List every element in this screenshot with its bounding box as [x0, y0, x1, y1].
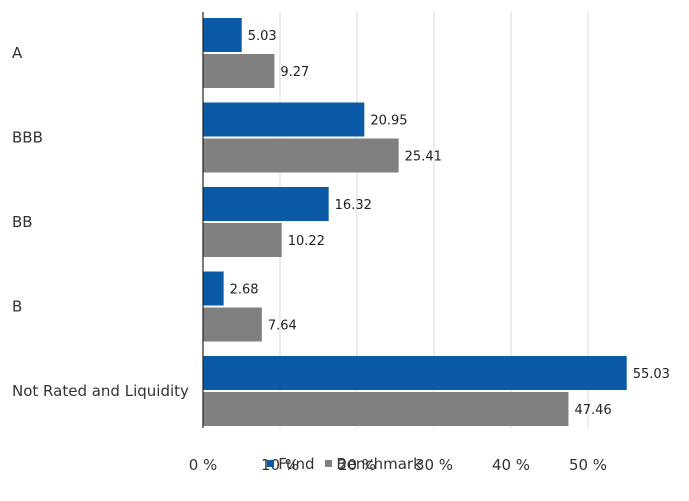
bar-benchmark — [203, 138, 399, 173]
x-tick-label: 0 % — [189, 456, 218, 474]
category-label: B — [12, 298, 22, 316]
bar-benchmark — [203, 54, 275, 88]
bar-fund — [203, 102, 365, 137]
bar-fund — [203, 187, 329, 221]
data-label: 47.46 — [574, 403, 611, 418]
legend-label-fund: Fund — [278, 455, 315, 473]
bar-benchmark — [203, 392, 569, 426]
data-labels: 5.03 9.27 20.95 25.41 16.32 10.22 2.68 7.64 55.0… — [230, 29, 670, 418]
x-axis-ticks: 0 % 10 % 20 % 30 % 40 % 50 % — [189, 456, 607, 474]
data-label: 55.03 — [633, 367, 670, 382]
bar-fund — [203, 356, 627, 390]
bar-fund — [203, 18, 242, 52]
x-tick-label: 30 % — [415, 456, 453, 474]
bar-benchmark — [203, 307, 262, 342]
category-label: BBB — [12, 129, 43, 147]
x-tick-label: 20 % — [338, 456, 376, 474]
data-label: 20.95 — [370, 114, 407, 129]
bar-fund — [203, 271, 224, 306]
bar-group — [203, 18, 627, 426]
data-label: 7.64 — [268, 319, 297, 334]
data-label: 16.32 — [335, 198, 372, 213]
legend-swatch-benchmark — [325, 460, 333, 467]
legend-item-benchmark: Benchmark — [325, 455, 422, 473]
category-label: Not Rated and Liquidity — [12, 382, 189, 400]
legend-label-benchmark: Benchmark — [336, 455, 422, 473]
chart-legend: Fund Benchmark — [0, 455, 689, 473]
x-tick-label: 40 % — [492, 456, 530, 474]
data-label: 25.41 — [405, 150, 442, 165]
data-label: 9.27 — [280, 65, 309, 80]
legend-swatch-fund — [267, 460, 275, 467]
data-label: 5.03 — [248, 29, 277, 44]
category-label: BB — [12, 213, 33, 231]
data-label: 10.22 — [288, 234, 325, 249]
x-tick-label: 50 % — [569, 456, 607, 474]
data-label: 2.68 — [230, 283, 259, 298]
bar-benchmark — [203, 223, 282, 257]
category-label: A — [12, 44, 23, 62]
legend-item-fund: Fund — [267, 455, 315, 473]
